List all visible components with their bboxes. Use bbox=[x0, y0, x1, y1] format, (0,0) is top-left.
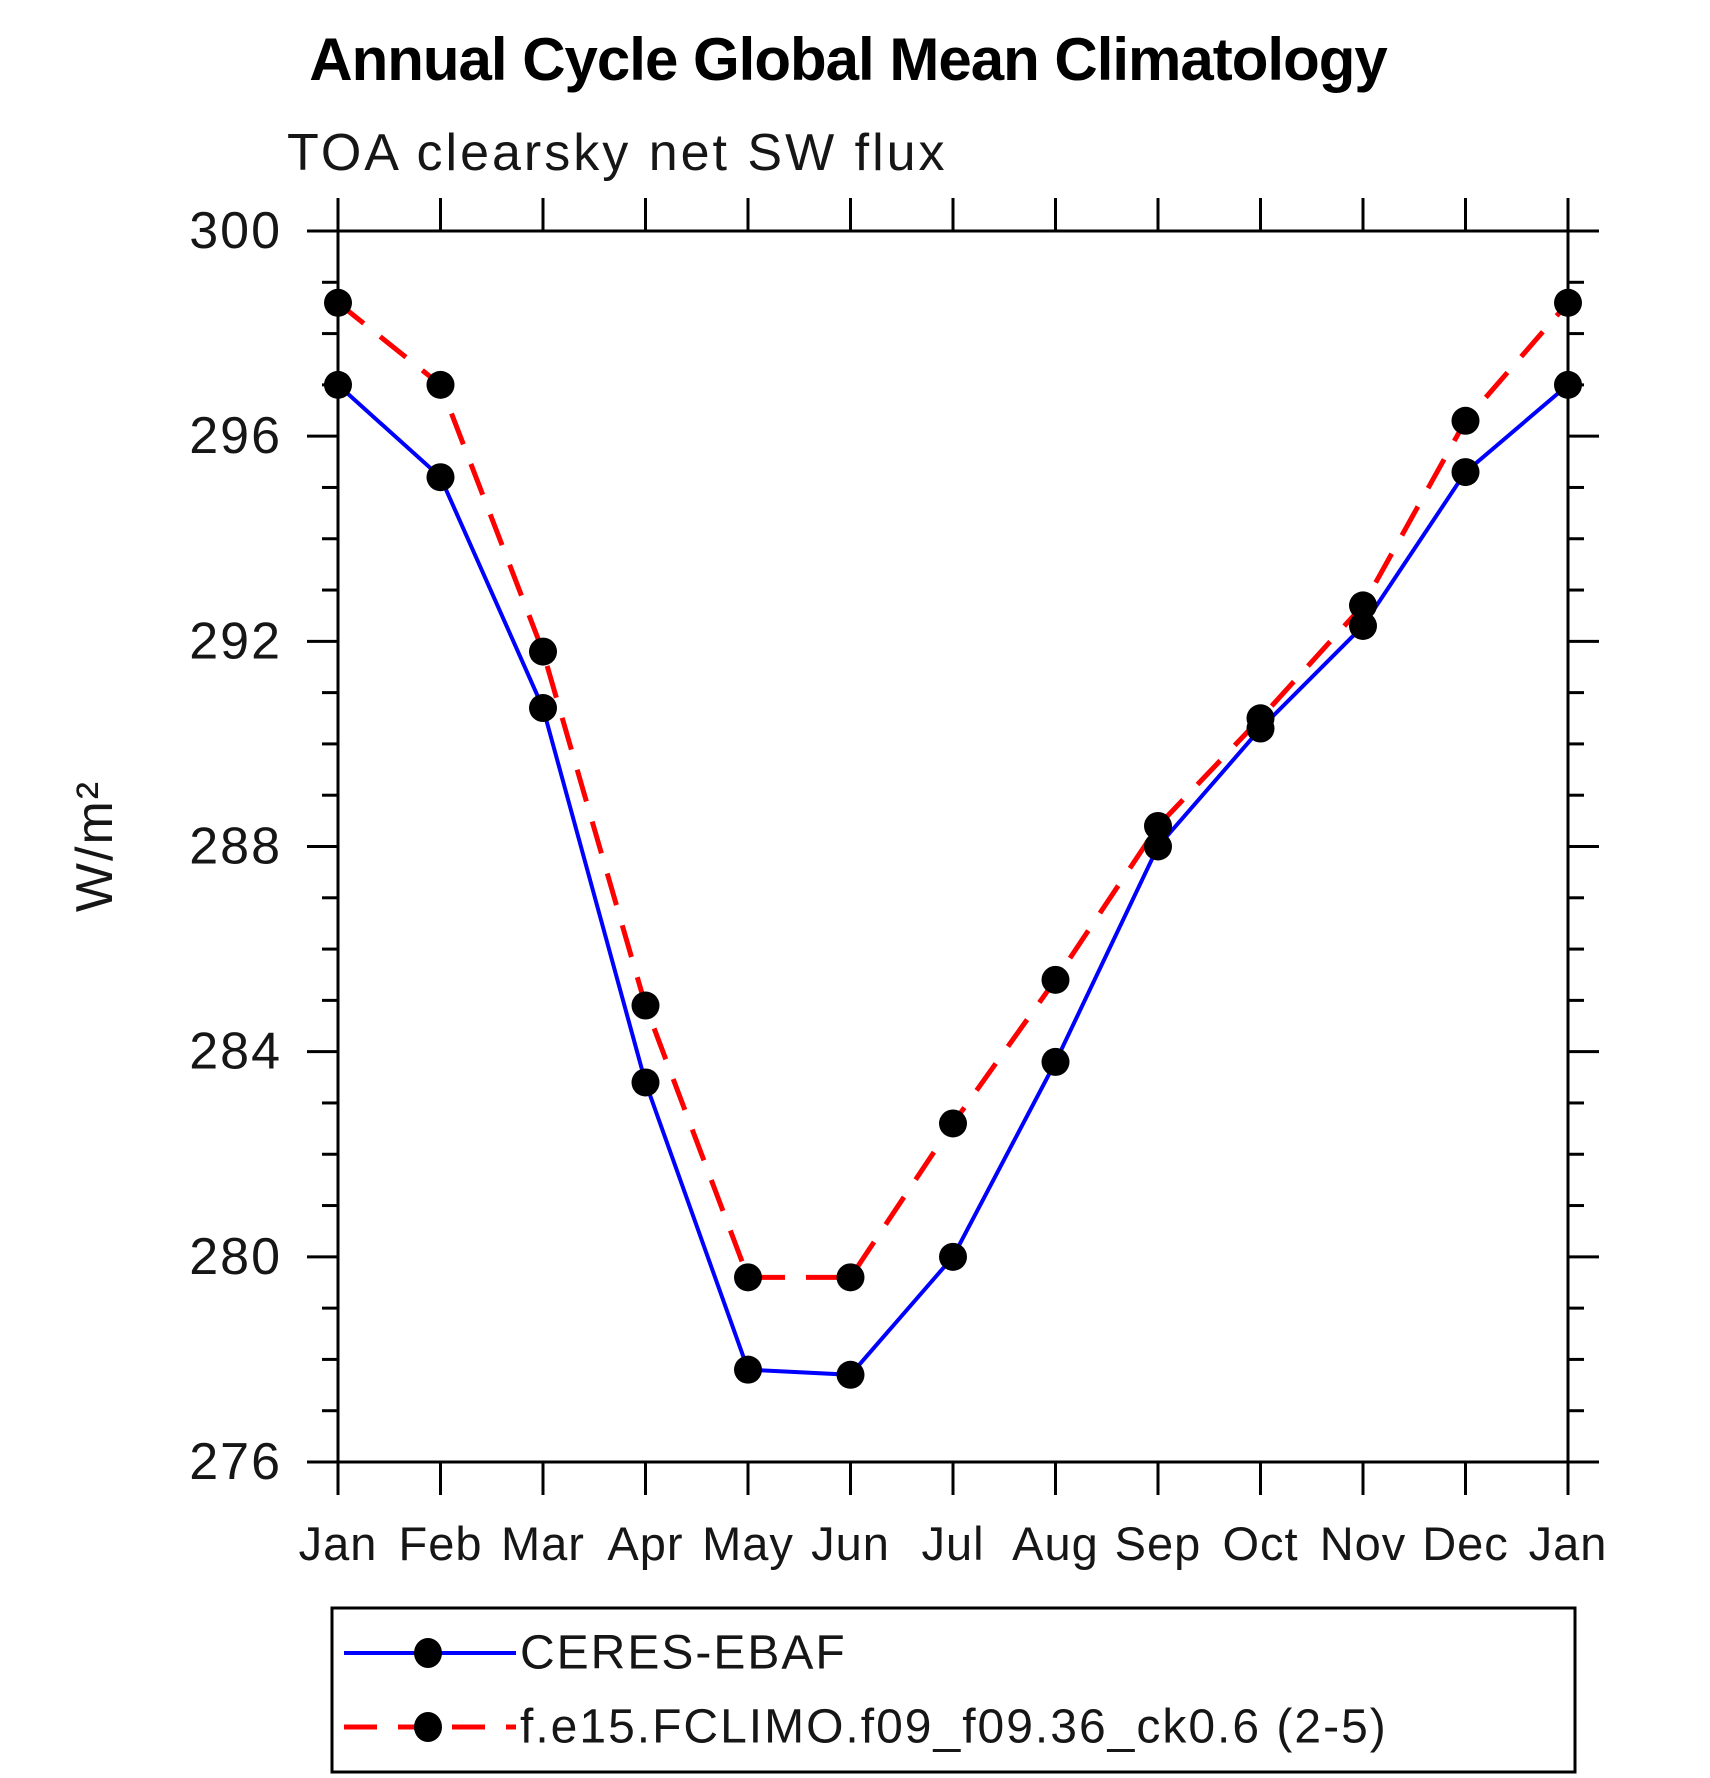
data-point bbox=[631, 1068, 660, 1097]
x-tick-label: Jun bbox=[811, 1517, 890, 1570]
series-ceres-ebaf bbox=[336, 383, 1570, 1377]
data-point bbox=[426, 370, 455, 399]
data-point bbox=[1041, 965, 1070, 994]
legend-marker-icon bbox=[414, 1638, 442, 1668]
series-line bbox=[336, 383, 1570, 1377]
x-tick-label: Jul bbox=[921, 1517, 984, 1570]
data-point bbox=[1246, 704, 1275, 733]
data-point bbox=[1349, 591, 1377, 620]
data-point bbox=[324, 370, 352, 399]
chart-title: Annual Cycle Global Mean Climatology bbox=[309, 26, 1388, 93]
x-tick-label: Jan bbox=[1529, 1517, 1608, 1570]
y-tick-label: 288 bbox=[189, 818, 282, 876]
y-axis-label: W/m² bbox=[66, 780, 124, 912]
data-point bbox=[1451, 458, 1480, 487]
data-point bbox=[939, 1242, 967, 1271]
data-point bbox=[939, 1109, 967, 1138]
data-point bbox=[1041, 1047, 1070, 1076]
data-point bbox=[836, 1360, 865, 1389]
legend-marker-icon bbox=[414, 1712, 442, 1742]
data-point bbox=[1349, 611, 1377, 640]
x-tick-label: May bbox=[702, 1517, 794, 1570]
data-point bbox=[734, 1263, 762, 1292]
data-point bbox=[734, 1355, 762, 1384]
data-point bbox=[631, 991, 660, 1020]
data-point bbox=[426, 463, 455, 492]
y-tick-label: 276 bbox=[189, 1433, 282, 1491]
y-tick-label: 296 bbox=[189, 407, 282, 465]
x-tick-label: Oct bbox=[1222, 1517, 1298, 1570]
y-tick-label: 284 bbox=[189, 1023, 282, 1081]
data-point bbox=[1144, 811, 1172, 840]
legend-label-model: f.e15.FCLIMO.f09_f09.36_ck0.6 (2-5) bbox=[520, 1701, 1388, 1754]
data-point bbox=[324, 288, 352, 317]
y-tick-label: 280 bbox=[189, 1228, 282, 1286]
chart-series bbox=[324, 288, 1582, 1389]
data-point bbox=[1451, 406, 1480, 435]
x-tick-label: Mar bbox=[501, 1517, 585, 1570]
x-tick-label: Aug bbox=[1012, 1517, 1099, 1570]
legend-label-ceres-ebaf: CERES-EBAF bbox=[520, 1627, 847, 1680]
y-tick-label: 300 bbox=[189, 202, 282, 260]
x-tick-label: Feb bbox=[399, 1517, 483, 1570]
data-point bbox=[1144, 832, 1172, 861]
plot-axes: 276 280 284 288 292 296 300 Jan Feb Mar Apr May Jun J… bbox=[189, 198, 1608, 1570]
data-point bbox=[836, 1263, 865, 1292]
y-tick-label: 292 bbox=[189, 612, 282, 670]
x-tick-label: Sep bbox=[1115, 1517, 1202, 1570]
legend: CERES-EBAF f.e15.FCLIMO.f09_f09.36_ck0.6… bbox=[330, 1606, 1577, 1774]
data-point bbox=[1554, 288, 1582, 317]
chart-subtitle: TOA clearsky net SW flux bbox=[287, 124, 948, 182]
x-tick-label: Apr bbox=[607, 1517, 683, 1570]
data-point bbox=[529, 637, 557, 666]
plot-border bbox=[336, 229, 1570, 1464]
x-tick-label: Nov bbox=[1320, 1517, 1407, 1570]
x-tick-label: Dec bbox=[1422, 1517, 1509, 1570]
legend-box bbox=[330, 1606, 1577, 1774]
x-tick-label: Jan bbox=[299, 1517, 378, 1570]
data-point bbox=[1554, 370, 1582, 399]
data-point bbox=[529, 694, 557, 723]
